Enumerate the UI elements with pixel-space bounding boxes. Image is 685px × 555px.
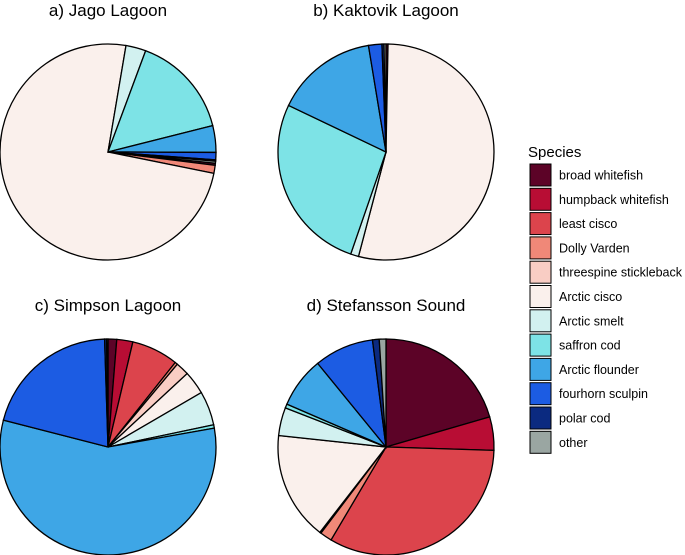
slice-fourhorn-sculpin (2, 338, 109, 448)
legend-item-arctic-smelt: Arctic smelt (529, 309, 624, 333)
legend-label-saffron-cod: saffron cod (559, 339, 621, 353)
legend-label-arctic-smelt: Arctic smelt (559, 314, 624, 328)
slice-saffron-cod (277, 104, 387, 255)
legend-swatch-least-cisco (529, 212, 552, 236)
legend-item-arctic-cisco: Arctic cisco (529, 285, 622, 308)
pie-kaktovik-lagoon (277, 43, 495, 261)
legend-swatch-broad-whitefish (529, 163, 552, 187)
slice-other (107, 151, 217, 165)
legend-label-polar-cod: polar cod (559, 412, 610, 426)
legend-label-dolly-varden: Dolly Varden (559, 241, 630, 255)
legend-item-humpback-whitefish: humpback whitefish (529, 187, 669, 211)
legend-title: Species (528, 144, 581, 161)
slice-arctic-cisco (277, 434, 388, 534)
slice-arctic-cisco (357, 43, 495, 261)
legend-swatch-arctic-flounder (529, 357, 552, 381)
legend-swatch-polar-cod (529, 406, 552, 430)
legend-item-arctic-flounder: Arctic flounder (529, 357, 639, 381)
pie-jago-lagoon (0, 43, 217, 261)
pie-simpson-lagoon (0, 338, 217, 555)
legend-swatch-humpback-whitefish (529, 187, 552, 211)
legend-label-arctic-cisco: Arctic cisco (559, 290, 622, 304)
legend-swatch-threespine-stickleback (529, 260, 552, 284)
panel-title-stefansson-sound: d) Stefansson Sound (307, 296, 466, 315)
slice-saffron-cod (106, 49, 214, 153)
legend-swatch-arctic-cisco (529, 285, 552, 308)
legend-item-polar-cod: polar cod (529, 406, 610, 430)
legend-item-dolly-varden: Dolly Varden (529, 236, 630, 260)
panel-title-jago-lagoon: a) Jago Lagoon (49, 1, 167, 20)
slice-least-cisco (330, 446, 495, 555)
legend-item-other: other (529, 430, 588, 454)
legend-label-least-cisco: least cisco (559, 217, 617, 231)
panel-title-simpson-lagoon: c) Simpson Lagoon (35, 296, 181, 315)
legend-swatch-other (529, 430, 552, 454)
legend-swatch-arctic-smelt (529, 309, 552, 333)
legend-label-fourhorn-sculpin: fourhorn sculpin (559, 387, 648, 401)
slice-other (383, 43, 387, 153)
slice-arctic-flounder (287, 44, 387, 154)
legend-item-threespine-stickleback: threespine stickleback (529, 260, 683, 284)
legend-label-threespine-stickleback: threespine stickleback (559, 266, 683, 280)
slice-other (378, 338, 387, 448)
legend-label-arctic-flounder: Arctic flounder (559, 363, 639, 377)
legend-swatch-dolly-varden (529, 236, 552, 260)
slice-broad-whitefish (385, 338, 491, 448)
legend-swatch-saffron-cod (529, 333, 552, 357)
legend-swatch-fourhorn-sculpin (529, 382, 552, 406)
panel-title-kaktovik-lagoon: b) Kaktovik Lagoon (313, 1, 459, 20)
legend-label-humpback-whitefish: humpback whitefish (559, 193, 669, 207)
pie-stefansson-sound (277, 338, 495, 555)
legend-item-broad-whitefish: broad whitefish (529, 163, 643, 187)
legend: Species broad whitefish humpback whitefis… (528, 144, 683, 454)
legend-item-saffron-cod: saffron cod (529, 333, 621, 357)
legend-item-least-cisco: least cisco (529, 212, 617, 236)
legend-label-other: other (559, 436, 588, 450)
slice-other (105, 338, 109, 448)
legend-item-fourhorn-sculpin: fourhorn sculpin (529, 382, 648, 406)
legend-label-broad-whitefish: broad whitefish (559, 169, 643, 183)
slice-arctic-cisco (0, 43, 215, 261)
